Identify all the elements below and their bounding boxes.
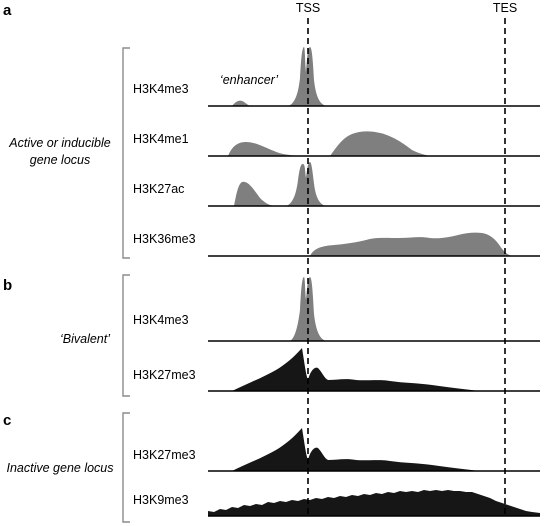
panel-letter-c: c (3, 412, 11, 429)
bracket-bivalent (122, 274, 130, 397)
signal-a-h3k4me1 (228, 131, 430, 156)
track-label-a-h3k36me3: H3K36me3 (133, 232, 196, 246)
group-label-active-line2: gene locus (30, 153, 90, 167)
panel-letter-b: b (3, 277, 12, 294)
tes-label: TES (493, 1, 517, 15)
signal-a-h3k27ac (234, 162, 326, 206)
track-label-a-h3k4me1: H3K4me1 (133, 132, 189, 146)
track-label-c-h3k9me3: H3K9me3 (133, 493, 189, 507)
track-label-b-h3k4me3: H3K4me3 (133, 313, 189, 327)
track-label-c-h3k27me3: H3K27me3 (133, 448, 196, 462)
bracket-inactive (122, 412, 130, 523)
track-label-a-h3k27ac: H3K27ac (133, 182, 184, 196)
track-label-a-h3k4me3: H3K4me3 (133, 82, 189, 96)
signal-b-h3k27me3 (232, 348, 480, 391)
group-label-bivalent: ‘Bivalent’ (60, 332, 110, 346)
group-label-inactive: Inactive gene locus (6, 461, 113, 475)
tss-label: TSS (296, 1, 320, 15)
bracket-active (122, 47, 130, 259)
panel-letter-a: a (3, 2, 12, 19)
signal-c-h3k9me3 (208, 490, 540, 516)
signal-a-h3k4me3 (232, 47, 326, 106)
signal-a-h3k36me3 (310, 232, 512, 256)
signal-c-h3k27me3 (232, 428, 480, 471)
track-label-b-h3k27me3: H3K27me3 (133, 368, 196, 382)
group-label-active-line1: Active or inducible (8, 136, 110, 150)
enhancer-annotation: ‘enhancer’ (220, 73, 278, 87)
